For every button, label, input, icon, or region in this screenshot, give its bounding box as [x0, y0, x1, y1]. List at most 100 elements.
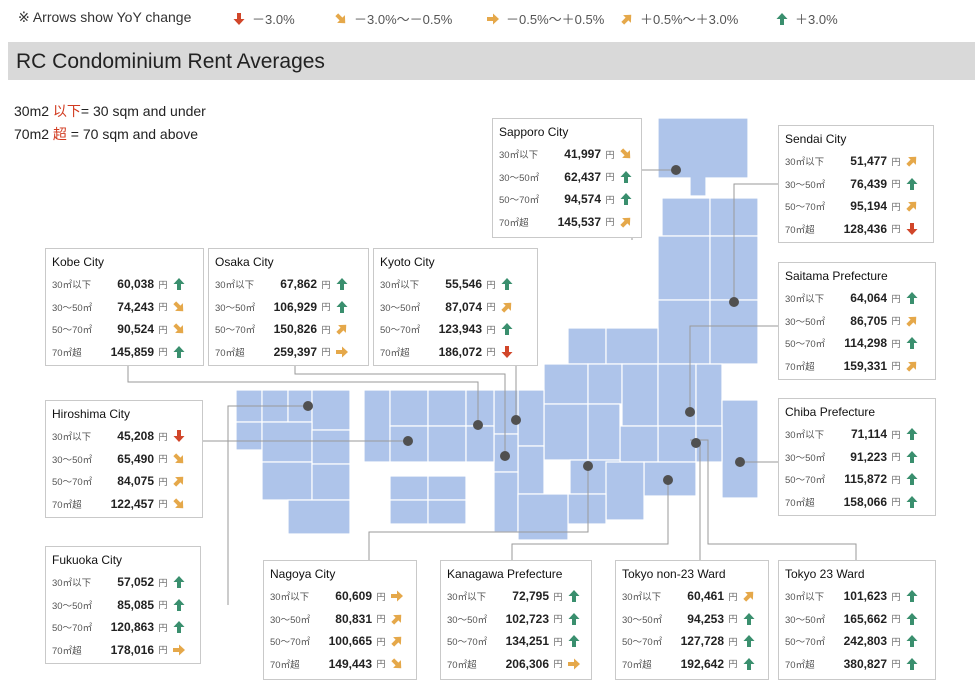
size-label: 30㎡以下: [270, 592, 310, 604]
map-region-hokkaido: [657, 117, 749, 197]
arrow-up-icon: [567, 589, 581, 603]
rent-value: 95,194: [850, 199, 887, 214]
yen-unit: 円: [891, 156, 901, 167]
arrow-down-right-icon: [390, 657, 404, 671]
yen-unit: 円: [891, 497, 901, 508]
size-label: 70㎡超: [622, 659, 652, 671]
size-label: 30㎡以下: [52, 432, 92, 444]
arrow-right-icon: [335, 345, 349, 359]
arrow-down-right-icon: [172, 322, 186, 336]
rent-value: 101,623: [843, 589, 887, 604]
size-label: 30～50㎡: [785, 179, 826, 191]
rent-row: 30㎡以下 60,038 円: [52, 273, 197, 296]
size-label: 50～70㎡: [499, 195, 540, 207]
city-name: Sendai City: [785, 132, 847, 146]
arrow-down-right-icon: [172, 452, 186, 466]
size-label: 50～70㎡: [52, 325, 93, 337]
city-card-sapporo: Sapporo City 30㎡以下 41,997 円 30～50㎡ 62,437 円 50～…: [492, 118, 642, 238]
rent-value: 158,066: [843, 494, 887, 509]
size-label: 50～70㎡: [785, 202, 826, 214]
size-label: 50～70㎡: [380, 325, 421, 337]
rent-row: 70㎡超 159,331 円: [785, 355, 929, 378]
legend-label: ＋0.5%～＋3.0%: [640, 12, 739, 27]
dot-kanagawa: [663, 475, 673, 485]
legend-label: －3.0%～－0.5%: [354, 12, 453, 27]
rent-value: 94,253: [687, 611, 724, 626]
arrow-down-icon: [905, 222, 919, 236]
yen-unit: 円: [321, 302, 331, 313]
rent-value: 90,524: [117, 322, 154, 337]
rent-row: 70㎡超 178,016 円: [52, 639, 194, 662]
rent-value: 64,064: [850, 291, 887, 306]
rent-row: 30㎡以下 41,997 円: [499, 143, 635, 166]
yen-unit: 円: [321, 347, 331, 358]
rent-row: 30～50㎡ 106,929 円: [215, 296, 362, 319]
size-label: 70㎡超: [380, 347, 410, 359]
city-name: Tokyo 23 Ward: [785, 567, 865, 581]
rent-value: 150,826: [273, 322, 317, 337]
rent-value: 128,436: [843, 221, 887, 236]
map-region: [517, 389, 545, 447]
map-region: [427, 475, 467, 501]
rent-value: 60,609: [335, 589, 372, 604]
rent-row: 30～50㎡ 86,705 円: [785, 310, 929, 333]
size-label: 30～50㎡: [52, 454, 93, 466]
arrow-up-right-icon: [742, 589, 756, 603]
city-name: Kanagawa Prefecture: [447, 567, 563, 581]
yen-unit: 円: [605, 194, 615, 205]
city-name: Fukuoka City: [52, 553, 123, 567]
size-label: 30㎡以下: [499, 150, 539, 162]
map-region: [311, 389, 351, 431]
yen-unit: 円: [376, 591, 386, 602]
arrow-up-icon: [172, 598, 186, 612]
rent-value: 123,943: [438, 322, 482, 337]
rent-value: 72,795: [512, 589, 549, 604]
size-label: 70㎡超: [785, 497, 815, 509]
map-region: [567, 493, 607, 525]
yen-unit: 円: [728, 614, 738, 625]
map-region: [657, 425, 697, 463]
rent-row: 70㎡超 145,537 円: [499, 211, 635, 234]
dot-tokyo: [691, 438, 701, 448]
yen-unit: 円: [728, 591, 738, 602]
rent-row: 30㎡以下 51,477 円: [785, 150, 927, 173]
arrow-up-icon: [172, 620, 186, 634]
yen-unit: 円: [158, 347, 168, 358]
rent-value: 86,705: [850, 313, 887, 328]
arrow-up-icon: [335, 277, 349, 291]
yen-unit: 円: [891, 293, 901, 304]
legend-item-right: －0.5%～＋0.5%: [486, 9, 604, 28]
city-card-tokyo-non23: Tokyo non-23 Ward 30㎡以下 60,461 円 30～50㎡ 94,25…: [615, 560, 769, 680]
arrow-up-right-icon: [905, 359, 919, 373]
rent-value: 80,831: [335, 611, 372, 626]
size-label: 30～50㎡: [499, 172, 540, 184]
rent-row: 50～70㎡ 95,194 円: [785, 195, 927, 218]
arrow-up-icon: [905, 634, 919, 648]
map-region: [543, 403, 589, 461]
rent-value: 259,397: [273, 344, 317, 359]
legend-item-up: ＋3.0%: [775, 9, 838, 28]
arrow-right-icon: [390, 589, 404, 603]
size-label: 70㎡超: [270, 659, 300, 671]
legend-item-down: －3.0%: [232, 9, 295, 28]
yen-unit: 円: [158, 600, 168, 611]
page-title: RC Condominium Rent Averages: [16, 50, 325, 73]
connector-kanagawa: [511, 480, 669, 560]
rent-value: 60,038: [117, 277, 154, 292]
rent-row: 30～50㎡ 74,243 円: [52, 296, 197, 319]
yen-unit: 円: [486, 279, 496, 290]
connector-kobe: [127, 366, 479, 425]
city-name: Nagoya City: [270, 567, 336, 581]
arrow-down-right-icon: [619, 147, 633, 161]
yen-unit: 円: [158, 324, 168, 335]
rent-value: 91,223: [850, 449, 887, 464]
rent-row: 30～50㎡ 94,253 円: [622, 608, 762, 631]
connector-tokyo-23: [690, 439, 857, 560]
arrow-down-icon: [500, 345, 514, 359]
size-label: 30～50㎡: [785, 614, 826, 626]
arrow-down-icon: [172, 429, 186, 443]
rent-value: 145,537: [557, 214, 601, 229]
size-label: 30～50㎡: [52, 302, 93, 314]
size-label: 30㎡以下: [215, 280, 255, 292]
arrow-right-icon: [486, 12, 500, 26]
